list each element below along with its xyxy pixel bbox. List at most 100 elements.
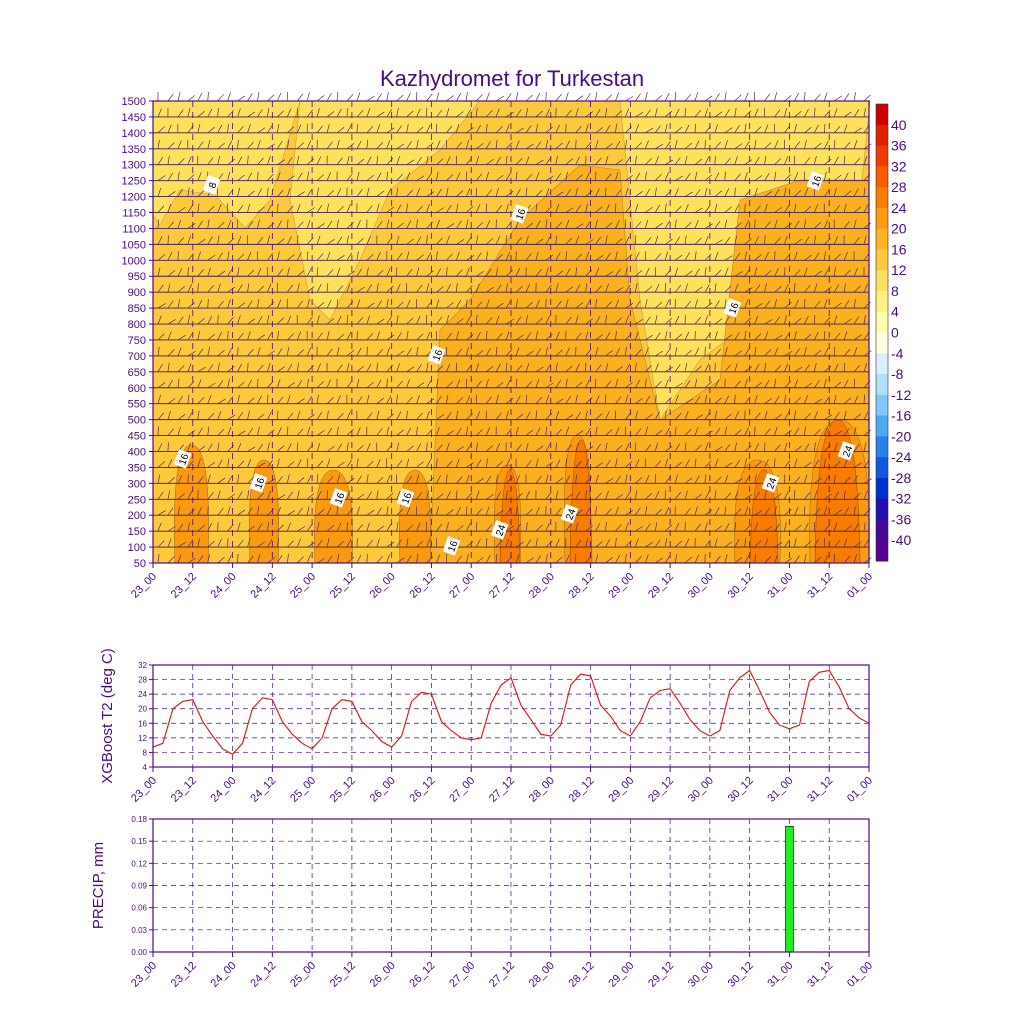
wind-barb xyxy=(366,95,375,102)
wind-barb xyxy=(416,426,418,436)
wind-barb xyxy=(446,253,453,261)
wind-barb xyxy=(396,187,398,197)
wind-barb xyxy=(754,284,761,293)
wind-barb xyxy=(644,158,652,165)
wind-barb xyxy=(803,139,807,149)
wind-barb xyxy=(296,490,300,500)
wind-barb xyxy=(535,220,541,229)
wind-barb xyxy=(823,378,827,388)
x-tick-label: 27_12 xyxy=(487,960,517,990)
wind-barb xyxy=(744,268,751,277)
wind-barb xyxy=(197,458,201,468)
wind-barb xyxy=(157,461,166,468)
wind-barb xyxy=(794,269,801,277)
wind-barb xyxy=(296,362,299,372)
wind-barb xyxy=(336,140,340,149)
wind-barb xyxy=(157,382,166,389)
y-tick-label: 1050 xyxy=(122,239,146,251)
wind-barb xyxy=(595,554,599,564)
wind-barb xyxy=(416,157,422,165)
wind-barb xyxy=(794,110,802,118)
wind-barb xyxy=(296,410,301,420)
wind-barb xyxy=(595,506,597,516)
wind-barb xyxy=(326,525,335,532)
wind-barb xyxy=(823,427,828,436)
wind-barb xyxy=(535,396,543,404)
y-axis-label: PRECIP, mm xyxy=(90,842,107,929)
wind-barb xyxy=(684,204,689,213)
wind-barb xyxy=(823,330,826,340)
wind-barb xyxy=(764,235,766,245)
wind-barb xyxy=(784,315,787,325)
y-tick-label: 200 xyxy=(128,510,146,522)
wind-barb xyxy=(247,362,249,372)
wind-barb xyxy=(167,398,176,404)
wind-barb xyxy=(316,302,325,309)
y-tick-label: 1150 xyxy=(122,208,146,220)
contour-label-text: 16 xyxy=(333,491,347,506)
wind-barb xyxy=(426,270,434,277)
wind-barb xyxy=(595,462,604,468)
contour-label: 24 xyxy=(560,504,579,524)
wind-barb xyxy=(615,299,619,309)
wind-barb xyxy=(157,254,166,261)
wind-barb xyxy=(635,142,642,150)
wind-barb xyxy=(764,410,768,420)
wind-barb xyxy=(416,126,424,134)
y-tick-label: 600 xyxy=(128,383,146,395)
wind-barb xyxy=(585,458,589,468)
wind-barb xyxy=(545,236,551,245)
wind-barb xyxy=(515,378,518,388)
wind-barb xyxy=(336,426,339,436)
wind-barb xyxy=(545,157,552,165)
wind-barb xyxy=(306,92,310,102)
wind-barb xyxy=(326,538,330,548)
wind-barb xyxy=(346,477,355,484)
wind-barb xyxy=(356,538,358,548)
wind-barb xyxy=(485,159,494,166)
wind-barb xyxy=(376,379,382,388)
contour-label: 16 xyxy=(173,449,192,469)
wind-barb xyxy=(326,446,335,452)
wind-barb xyxy=(316,509,325,516)
wind-barb xyxy=(326,348,333,357)
wind-barb xyxy=(804,413,811,420)
wind-barb xyxy=(833,156,839,165)
wind-barb xyxy=(794,331,797,341)
wind-barb xyxy=(505,397,514,404)
wind-barb xyxy=(346,442,349,452)
wind-barb xyxy=(654,539,661,548)
wind-barb xyxy=(316,223,325,229)
wind-barb xyxy=(485,330,488,341)
wind-barb xyxy=(605,222,613,229)
wind-barb xyxy=(853,206,862,213)
wind-barb xyxy=(366,443,371,452)
wind-barb xyxy=(575,125,582,134)
wind-barb xyxy=(724,171,726,181)
wind-barb xyxy=(257,364,264,373)
wind-barb xyxy=(356,524,364,532)
wind-barb xyxy=(853,554,858,564)
wind-barb xyxy=(824,414,833,420)
wind-barb xyxy=(197,220,203,229)
contour-label-text: 16 xyxy=(446,539,460,554)
y-tick-label: 0.09 xyxy=(131,882,147,891)
wind-barb xyxy=(694,92,699,102)
wind-barb xyxy=(475,301,483,309)
wind-barb xyxy=(545,426,548,436)
wind-barb xyxy=(465,140,470,149)
wind-barb xyxy=(833,430,843,436)
wind-barb xyxy=(645,541,653,548)
wind-barb xyxy=(227,123,229,133)
wind-barb xyxy=(495,333,503,341)
wind-barb xyxy=(356,378,360,388)
wind-barb xyxy=(714,331,718,341)
wind-barb xyxy=(664,172,669,181)
wind-barb xyxy=(217,283,221,293)
wind-barb xyxy=(416,188,420,197)
wind-barb xyxy=(366,553,368,564)
wind-barb xyxy=(187,283,193,293)
wind-barb xyxy=(754,540,762,548)
wind-barb xyxy=(575,302,584,309)
wind-barb xyxy=(684,142,693,150)
